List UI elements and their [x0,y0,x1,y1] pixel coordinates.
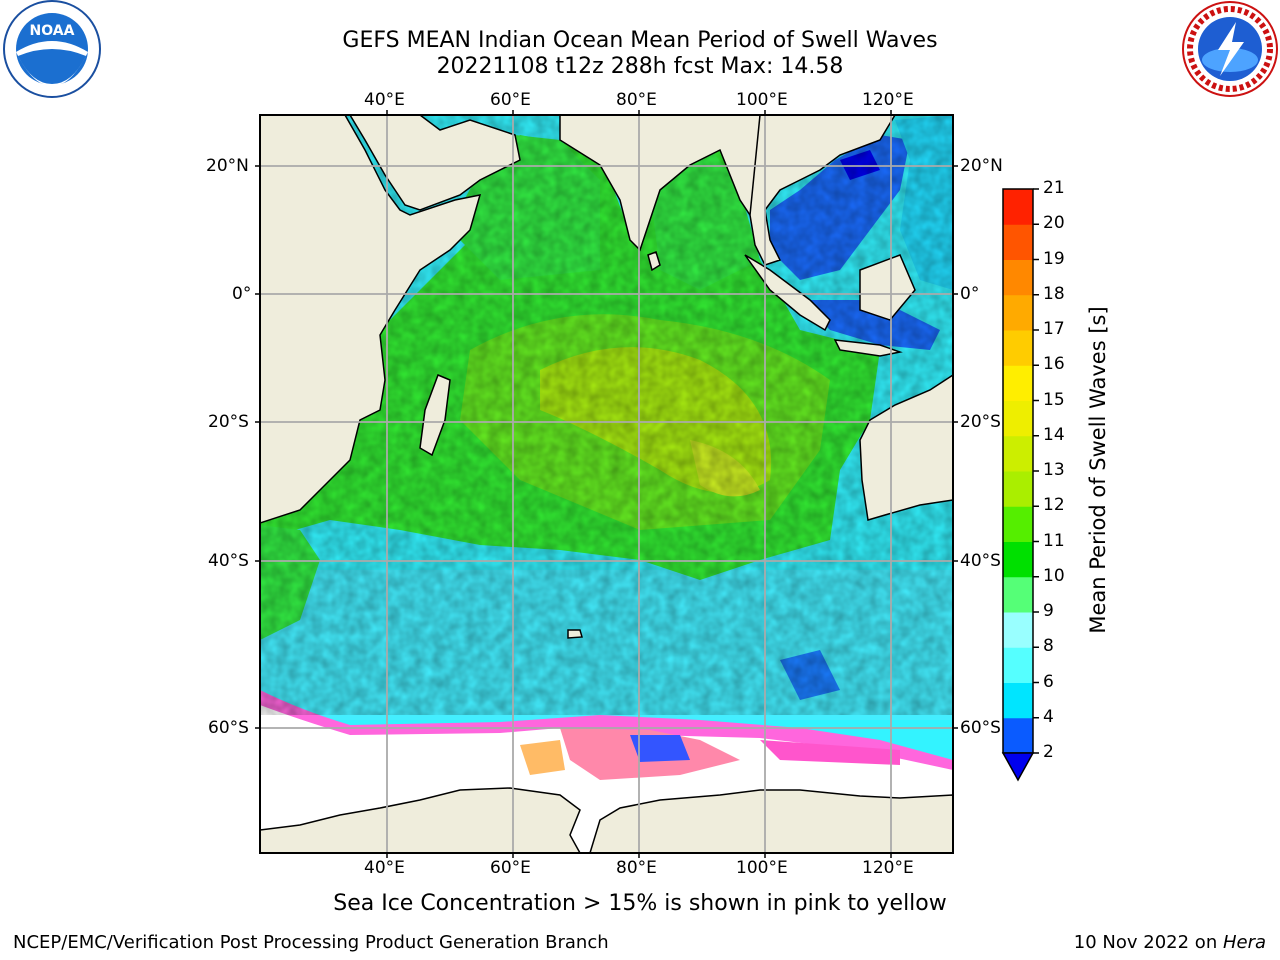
colorbar-segment [1003,259,1033,296]
lat-label-left-0: 0° [232,284,252,304]
colorbar-tick-label: 16 [1043,354,1065,375]
southeast-asia [749,115,896,266]
lon-label-top-100e: 100°E [736,90,788,110]
colorbar-label: Mean Period of Swell Waves [s] [1086,306,1110,634]
madagascar [419,374,451,457]
lat-label-right-20n: 20°N [960,156,1003,176]
sea-ice-edge-band [760,740,900,765]
footer-credit: NCEP/EMC/Verification Post Processing Pr… [13,932,609,953]
colorbar-tick-label: 11 [1043,530,1065,551]
footer-machine: Hera [1222,932,1266,953]
lon-label-bottom-60e: 60°E [490,858,531,878]
lat-label-left-40s: 40°S [208,551,249,571]
noaa-logo-text: NOAA [30,23,75,39]
map-title: GEFS MEAN Indian Ocean Mean Period of Sw… [342,28,938,53]
sea-ice-note: Sea Ice Concentration > 15% is shown in … [333,891,947,916]
colorbar-segment [1003,471,1033,507]
lon-label-top-40e: 40°E [364,90,405,110]
colorbar-tick-label: 15 [1043,389,1065,410]
lon-label-bottom-100e: 100°E [736,858,788,878]
colorbar-segment [1003,506,1033,542]
lat-label-right-0: 0° [960,284,980,304]
antarctica-east [589,789,953,853]
lon-label-top-60e: 60°E [490,90,531,110]
colorbar-tick-label: 6 [1043,671,1054,692]
africa [260,115,482,524]
graticule [260,115,953,853]
colorbar-segment [1003,365,1033,401]
colorbar-segment [1003,647,1033,683]
colorbar-tick-label: 20 [1043,213,1065,234]
colorbar-segment [1003,576,1033,613]
footer-date: 10 Nov 2022 on Hera [1074,932,1266,953]
colorbar-segment [1003,612,1033,648]
colorbar-tick-label: 8 [1043,636,1054,657]
lat-label-left-20s: 20°S [208,412,249,432]
colorbar-tick-label: 4 [1043,706,1054,727]
colorbar-tick-label: 17 [1043,319,1065,339]
colorbar-segment [1003,294,1033,331]
noaa-logo: NOAA [3,0,101,98]
colorbar-tick-label: 19 [1043,248,1065,269]
map-subtitle: 20221108 t12z 288h fcst Max: 14.58 [436,54,844,79]
colorbar-tick-label: 21 [1043,178,1065,198]
map-ticks [255,110,958,858]
java [833,339,903,357]
lon-label-bottom-120e: 120°E [862,858,914,878]
colorbar-tick-label: 18 [1043,283,1065,304]
colorbar-segment [1003,717,1033,754]
lat-label-left-60s: 60°S [208,718,249,738]
land-masses [260,115,953,853]
lat-label-right-60s: 60°S [960,718,1001,738]
sea-ice-mid-concentration [520,740,565,775]
arabian-peninsula [349,115,521,211]
kerguelen-islands [567,629,583,639]
colorbar-tick-label: 10 [1043,565,1065,586]
colorbar-tick-label: 12 [1043,495,1065,516]
colorbar-tick-label: 2 [1043,742,1054,762]
colorbar-segment [1003,541,1033,578]
colorbar-segment [1003,224,1033,260]
lat-label-right-20s: 20°S [960,412,1001,432]
colorbar-segment [1003,330,1033,366]
lon-label-top-80e: 80°E [616,90,657,110]
antarctica [260,787,581,853]
colorbar-extend-arrow [1001,752,1035,782]
colorbar-segment [1003,682,1033,719]
colorbar-tick-label: 13 [1043,460,1065,480]
colorbar-segment [1003,189,1033,225]
lat-label-left-20n: 20°N [206,156,249,176]
map-frame [259,114,954,854]
lon-label-bottom-80e: 80°E [616,858,657,878]
colorbar-tick-label: 14 [1043,424,1065,445]
nws-logo [1182,1,1278,97]
colorbar [1002,188,1039,754]
colorbar-segment [1003,400,1033,437]
colorbar-segment [1003,435,1033,472]
footer-date-text: 10 Nov 2022 on [1073,932,1223,953]
lat-label-right-40s: 40°S [960,551,1001,571]
sea-ice-low-concentration [630,735,690,762]
borneo [859,254,916,321]
lon-label-top-120e: 120°E [862,90,914,110]
australia [859,374,953,521]
sri-lanka [647,251,661,272]
lon-label-bottom-40e: 40°E [364,858,405,878]
colorbar-tick-label: 9 [1043,601,1054,621]
